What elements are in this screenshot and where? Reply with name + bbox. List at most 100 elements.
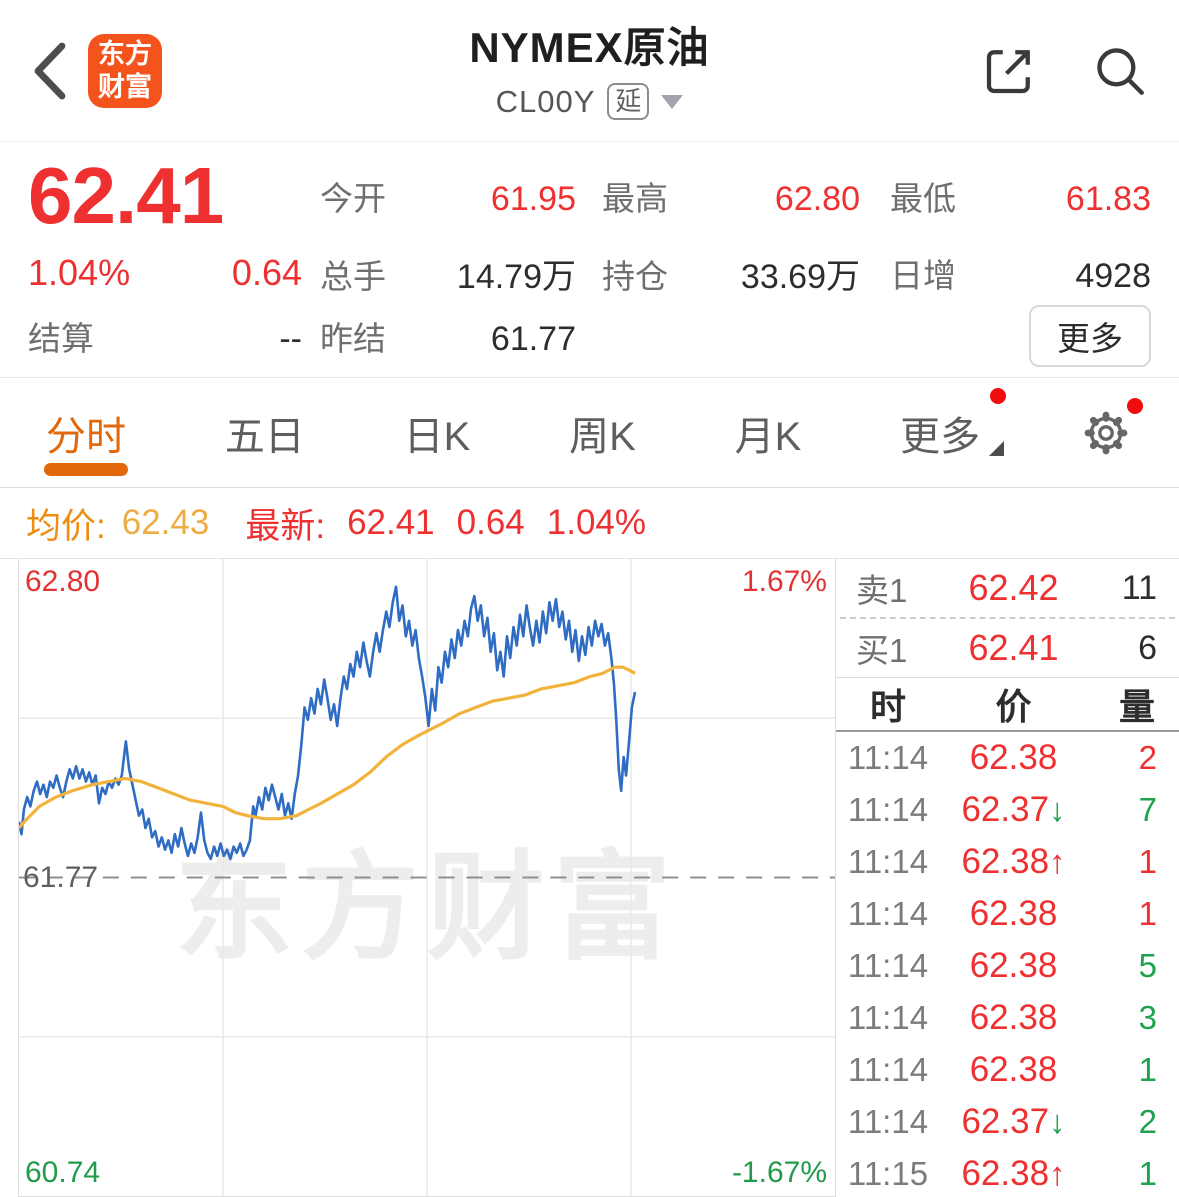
gear-icon — [1084, 411, 1128, 454]
chevron-down-icon — [661, 94, 684, 109]
eastmoney-logo: 东方 财富 — [88, 33, 162, 108]
trade-price: 62.37↓ — [961, 1102, 1066, 1141]
arrow-up-icon: ↑ — [1049, 1155, 1066, 1192]
price-change: 1.04% 0.64 — [28, 252, 320, 294]
quote-field: 最高 62.80 — [602, 180, 860, 218]
ask-label: 卖1 — [856, 572, 908, 609]
quote-summary: 62.41 今开 61.95 最高 62.80 最低 61.83 1.04% 0… — [0, 142, 1179, 378]
contract-code: CL00Y — [495, 83, 596, 119]
trade-row: 11:14 62.38 5 — [836, 940, 1179, 992]
quote-field: 昨结 61.77 — [320, 320, 576, 358]
quote-field: 最低 61.83 — [890, 180, 1151, 218]
back-button[interactable] — [30, 39, 76, 103]
trade-price: 62.38 — [969, 894, 1058, 933]
chart-tabs: 分时 五日 日K 周K 月K 更多 — [0, 378, 1179, 488]
trade-price: 62.38 — [969, 946, 1058, 985]
trades-header: 时 价 量 — [836, 678, 1179, 732]
trade-time: 11:14 — [847, 791, 929, 828]
trade-time: 11:14 — [847, 999, 929, 1036]
trade-time: 11:15 — [847, 1155, 929, 1192]
tab-daily-k[interactable]: 日K — [403, 414, 471, 459]
chart-section: 东方财富 62.80 1.67% 61.77 60.74 -1.67% 卖1 6… — [0, 558, 1179, 1197]
trade-row: 11:14 62.38 1 — [836, 1044, 1179, 1096]
trade-price: 62.38 — [969, 738, 1058, 777]
trade-time: 11:14 — [847, 895, 929, 932]
trade-qty: 2 — [1138, 1103, 1157, 1140]
avg-value: 62.43 — [121, 503, 210, 542]
trade-row: 11:14 62.38↑ 1 — [836, 836, 1179, 888]
info-bar: 均价: 62.43 最新: 62.41 0.64 1.04% — [0, 488, 1179, 558]
trade-qty: 1 — [1138, 843, 1157, 880]
more-button[interactable]: 更多 — [1029, 305, 1151, 367]
arrow-down-icon: ↓ — [1049, 1103, 1066, 1140]
trade-qty: 7 — [1138, 791, 1157, 828]
trade-qty: 5 — [1138, 947, 1157, 984]
trade-row: 11:14 62.37↓ 2 — [836, 1096, 1179, 1148]
share-icon[interactable] — [979, 41, 1039, 101]
settle-field: 结算 -- — [28, 320, 302, 358]
ask-price: 62.42 — [968, 567, 1059, 608]
trade-row: 11:15 62.38↑ 1 — [836, 1148, 1179, 1197]
trade-time: 11:14 — [847, 739, 929, 776]
trade-qty: 1 — [1138, 1051, 1157, 1088]
notification-dot — [1126, 397, 1143, 414]
trade-row: 11:14 62.38 2 — [836, 732, 1179, 784]
divider — [836, 677, 1179, 678]
trade-time: 11:14 — [847, 843, 929, 880]
bid-price: 62.41 — [968, 627, 1059, 668]
quote-field: 日增 4928 — [890, 257, 1151, 295]
trade-qty: 3 — [1138, 999, 1157, 1036]
latest-percent: 1.04% — [546, 503, 647, 542]
trades-list[interactable]: 11:14 62.38 2 11:14 62.37↓ 7 11:14 62.38↑ 1 11:14… — [836, 732, 1179, 1197]
trade-price: 62.38 — [969, 998, 1058, 1037]
tab-five-day[interactable]: 五日 — [224, 414, 305, 459]
notification-dot — [990, 387, 1007, 404]
ask-qty: 11 — [1121, 568, 1157, 607]
trade-time: 11:14 — [847, 1103, 929, 1140]
logo-line1: 东方 — [98, 39, 152, 70]
prev-close-label: 61.77 — [23, 860, 99, 894]
y-max-label: 62.80 — [25, 565, 101, 598]
delayed-quote-badge: 延 — [607, 83, 650, 121]
latest-label: 最新: — [245, 506, 326, 546]
trade-qty: 1 — [1138, 1155, 1157, 1192]
tab-weekly-k[interactable]: 周K — [569, 414, 636, 459]
contract-selector[interactable]: CL00Y 延 — [0, 83, 1179, 121]
trade-price: 62.37↓ — [961, 790, 1066, 829]
bid-qty: 6 — [1138, 628, 1157, 667]
arrow-up-icon: ↑ — [1049, 843, 1066, 880]
bid-row: 买1 62.41 6 — [836, 619, 1179, 677]
corner-caret-icon — [989, 440, 1005, 456]
col-price: 价 — [995, 686, 1032, 727]
intraday-chart[interactable]: 东方财富 62.80 1.67% 61.77 60.74 -1.67% — [18, 559, 835, 1197]
trade-qty: 2 — [1138, 739, 1157, 776]
order-panel: 卖1 62.42 11 买1 62.41 6 时 价 量 11:14 62.38 2… — [835, 559, 1179, 1197]
trade-time: 11:14 — [847, 1051, 929, 1088]
latest-price: 62.41 — [347, 503, 435, 542]
trade-price: 62.38 — [969, 1050, 1058, 1089]
tab-monthly-k[interactable]: 月K — [734, 414, 802, 459]
dashed-divider — [840, 617, 1175, 619]
quote-field: 持仓 33.69万 — [602, 257, 860, 296]
change-absolute: 0.64 — [231, 252, 302, 293]
chart-canvas — [19, 559, 835, 1196]
col-qty: 量 — [1118, 686, 1155, 727]
tab-intraday[interactable]: 分时 — [46, 386, 126, 480]
pct-max-label: 1.67% — [741, 565, 827, 598]
quote-field: 今开 61.95 — [320, 180, 576, 218]
watermark: 东方财富 — [174, 842, 680, 975]
y-min-label: 60.74 — [25, 1156, 101, 1189]
avg-label: 均价: — [26, 506, 106, 546]
search-icon[interactable] — [1091, 42, 1149, 100]
chevron-left-icon — [34, 42, 66, 99]
trade-row: 11:14 62.37↓ 7 — [836, 784, 1179, 836]
tab-more[interactable]: 更多 — [900, 386, 1007, 480]
change-percent: 1.04% — [28, 252, 131, 293]
arrow-down-icon: ↓ — [1049, 791, 1066, 828]
last-price: 62.41 — [28, 151, 224, 240]
trade-row: 11:14 62.38 3 — [836, 992, 1179, 1044]
col-time: 时 — [869, 686, 906, 727]
logo-line2: 财富 — [98, 71, 152, 102]
chart-settings-button[interactable] — [1079, 397, 1143, 460]
